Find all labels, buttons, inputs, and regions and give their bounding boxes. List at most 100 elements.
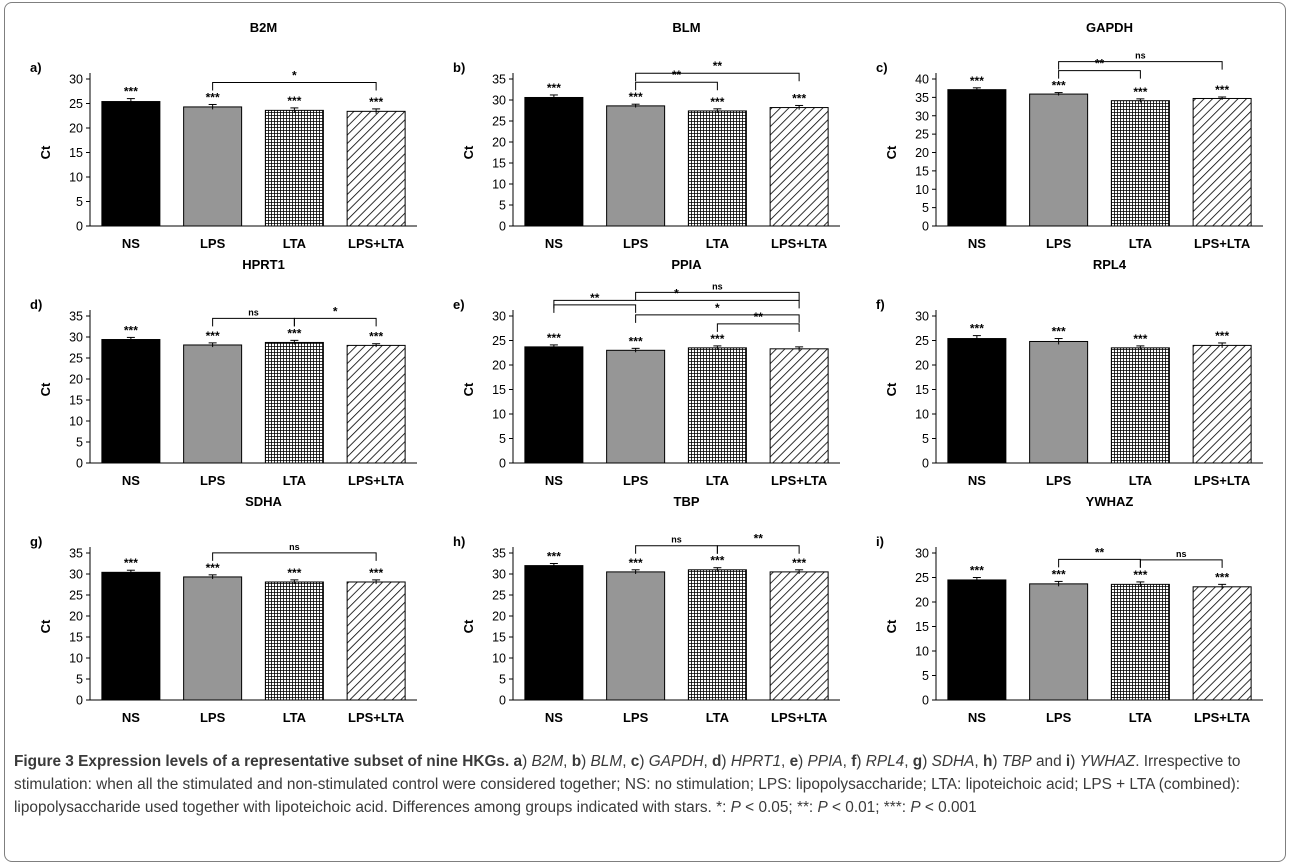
bracket-label: ns	[1176, 549, 1187, 559]
y-tick-label: 40	[915, 73, 929, 87]
comparison-bracket	[212, 81, 377, 91]
bar	[101, 571, 161, 701]
y-tick-label: 0	[922, 457, 929, 471]
y-tick-label: 30	[492, 568, 506, 582]
y-tick-label: 5	[76, 436, 83, 450]
y-tick-label: 20	[69, 122, 83, 136]
figure-label: Figure 3	[14, 753, 74, 770]
significance-label: ***	[970, 564, 984, 578]
y-tick-label: 5	[76, 673, 83, 687]
significance-label: ***	[547, 331, 561, 345]
y-tick-label: 15	[915, 620, 929, 634]
significance-label: ***	[710, 332, 724, 346]
bar	[1029, 340, 1089, 464]
significance-label: ***	[124, 323, 138, 337]
caption-panel-letter: d	[712, 753, 722, 770]
significance-label: ***	[629, 334, 643, 348]
significance-label: ***	[1052, 325, 1066, 339]
significance-label: ***	[629, 90, 643, 104]
x-tick-label: LPS+LTA	[1194, 236, 1251, 251]
comparison-bracket	[635, 545, 718, 554]
chart-panel-c: GAPDH c) Ct 0 5 10 15 20 25 30 35 40 *** NS *** LPS *** L…	[876, 20, 1263, 251]
bracket-label: ns	[712, 281, 723, 291]
significance-label: ***	[1133, 568, 1147, 582]
y-tick-label: 20	[69, 373, 83, 387]
y-tick-label: 25	[69, 589, 83, 603]
caption-gene-name: BLM	[590, 753, 623, 770]
y-axis-label: Ct	[38, 382, 53, 396]
y-tick-label: 10	[69, 415, 83, 429]
y-tick-label: 30	[915, 547, 929, 561]
y-tick-label: 25	[492, 115, 506, 129]
y-tick-label: 20	[492, 136, 506, 150]
figure-frame	[4, 2, 1286, 862]
x-tick-label: LTA	[706, 473, 730, 488]
x-tick-label: LTA	[1129, 236, 1153, 251]
comparison-bracket	[1058, 61, 1223, 70]
x-tick-label: LPS	[623, 710, 649, 725]
y-axis-label: Ct	[461, 145, 476, 159]
bar	[687, 110, 747, 227]
chart-title: HPRT1	[242, 257, 285, 272]
bar	[769, 348, 829, 464]
significance-label: ***	[287, 326, 301, 340]
x-tick-label: LPS	[1046, 236, 1072, 251]
y-tick-label: 5	[499, 432, 506, 446]
chart-panel-f: RPL4 f) Ct 0 5 10 15 20 25 30 *** NS *** LPS *** LTA ***…	[876, 257, 1263, 488]
chart-panel-h: TBP h) Ct 0 5 10 15 20 25 30 35 *** NS *** LPS *** LTA **…	[453, 494, 840, 725]
caption-panel-letter: h	[982, 753, 993, 770]
y-tick-label: 5	[76, 195, 83, 209]
y-tick-label: 25	[915, 128, 929, 142]
comparison-bracket	[635, 72, 800, 82]
y-tick-label: 25	[915, 571, 929, 585]
significance-label: ***	[369, 95, 383, 109]
comparison-bracket	[212, 552, 377, 561]
y-tick-label: 15	[915, 164, 929, 178]
bar	[606, 349, 666, 464]
bar	[183, 344, 243, 464]
bar	[264, 341, 324, 464]
x-tick-label: LPS	[200, 473, 226, 488]
bracket-label: ns	[248, 307, 259, 317]
x-tick-label: LPS+LTA	[1194, 473, 1251, 488]
y-tick-label: 10	[492, 178, 506, 192]
x-tick-label: LPS	[623, 236, 649, 251]
significance-label: ***	[206, 90, 220, 104]
caption-panel-list: a) B2M, b) BLM, c) GAPDH, d) HPRT1, e) P…	[513, 753, 1144, 770]
y-tick-label: 25	[492, 334, 506, 348]
bar	[524, 346, 584, 464]
panel-label: b)	[453, 60, 465, 75]
x-tick-label: LPS+LTA	[1194, 710, 1251, 725]
chart-panel-g: SDHA g) Ct 0 5 10 15 20 25 30 35 *** NS *** LPS *** LTA *…	[30, 494, 417, 725]
bracket-label: **	[713, 59, 723, 73]
figure-caption: Figure 3 Expression levels of a represen…	[14, 753, 1241, 816]
y-axis-label: Ct	[884, 145, 899, 159]
bar	[183, 576, 243, 701]
chart-title: YWHAZ	[1086, 494, 1134, 509]
comparison-bracket	[212, 317, 295, 327]
y-tick-label: 15	[492, 631, 506, 645]
y-tick-label: 20	[915, 359, 929, 373]
chart-panel-b: BLM b) Ct 0 5 10 15 20 25 30 35 *** NS *** LPS *** LTA **…	[453, 20, 840, 251]
significance-label: ***	[1052, 79, 1066, 93]
y-tick-label: 25	[492, 589, 506, 603]
caption-gene-name: HPRT1	[730, 753, 782, 770]
bar	[947, 89, 1007, 227]
bracket-label: *	[674, 286, 679, 300]
figure-title: Expression levels of a representative su…	[78, 753, 505, 770]
y-tick-label: 0	[499, 694, 506, 708]
y-tick-label: 25	[69, 97, 83, 111]
significance-label: ***	[970, 322, 984, 336]
bar	[947, 338, 1007, 464]
y-tick-label: 20	[915, 146, 929, 160]
y-tick-label: 20	[492, 359, 506, 373]
y-tick-label: 30	[492, 310, 506, 324]
x-tick-label: NS	[545, 473, 563, 488]
caption-panel-letter: g	[912, 753, 923, 770]
y-tick-label: 35	[69, 547, 83, 561]
comparison-bracket	[1058, 558, 1141, 568]
bar	[687, 569, 747, 701]
chart-title: TBP	[674, 494, 700, 509]
significance-label: ***	[369, 330, 383, 344]
bar	[264, 581, 324, 701]
